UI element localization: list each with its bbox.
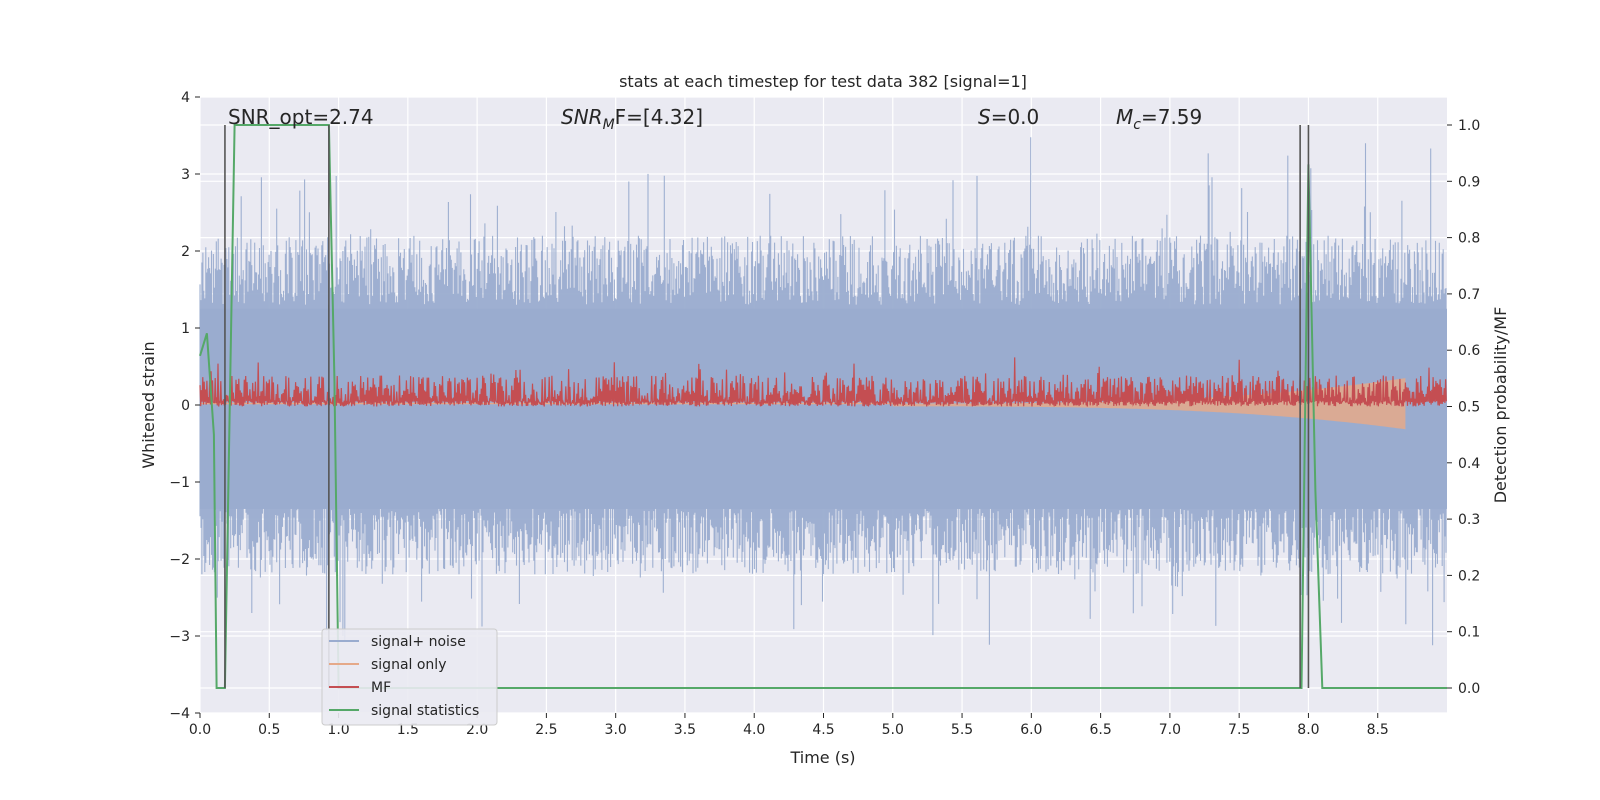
y-tick-label: −3 bbox=[169, 629, 190, 645]
x-tick-label: 0.5 bbox=[258, 722, 280, 738]
chart-title: stats at each timestep for test data 382… bbox=[619, 72, 1027, 91]
legend-box bbox=[321, 628, 498, 726]
y-axis-ticks-right: 1.0 0.9 0.8 0.7 0.6 0.5 0.4 0.3 0.2 0.1 0.0 bbox=[1447, 118, 1480, 697]
x-axis-label: Time (s) bbox=[789, 748, 855, 767]
y-axis-ticks-left: 4 3 2 1 0 −1 −2 −3 −4 bbox=[169, 90, 200, 722]
y-tick-label: −2 bbox=[169, 552, 190, 568]
x-tick-label: 6.0 bbox=[1020, 722, 1042, 738]
x-tick-label: 1.0 bbox=[327, 722, 349, 738]
y-tick-label: −4 bbox=[169, 706, 190, 722]
x-tick-label: 3.5 bbox=[674, 722, 696, 738]
x-tick-label: 7.5 bbox=[1228, 722, 1250, 738]
series-signal-statistics bbox=[199, 124, 1447, 689]
y-right-tick-label: 0.4 bbox=[1458, 456, 1480, 472]
y-right-tick-label: 1.0 bbox=[1458, 118, 1480, 134]
annotation-snr-mf: SNRMF=[4.32] bbox=[561, 105, 703, 133]
x-tick-label: 8.0 bbox=[1297, 722, 1319, 738]
y-tick-label: 3 bbox=[181, 167, 190, 183]
x-tick-label: 0.0 bbox=[189, 722, 211, 738]
x-tick-label: 2.0 bbox=[466, 722, 488, 738]
legend-label-signal-only: signal only bbox=[371, 657, 446, 673]
series-signal-only bbox=[892, 378, 1406, 430]
y-right-tick-label: 0.1 bbox=[1458, 625, 1480, 641]
x-tick-label: 1.5 bbox=[397, 722, 419, 738]
legend: signal+ noise signal only MF signal stat… bbox=[321, 628, 498, 726]
y-tick-label: −1 bbox=[169, 475, 190, 491]
y-right-tick-label: 0.9 bbox=[1458, 174, 1480, 190]
y-right-tick-label: 0.7 bbox=[1458, 287, 1480, 303]
y-right-tick-label: 0.2 bbox=[1458, 568, 1480, 584]
y-right-tick-label: 0.6 bbox=[1458, 343, 1480, 359]
y-axis-label-left: Whitened strain bbox=[139, 341, 158, 468]
x-tick-label: 8.5 bbox=[1367, 722, 1389, 738]
x-tick-label: 4.5 bbox=[812, 722, 834, 738]
y-tick-label: 4 bbox=[181, 90, 190, 106]
annotation-mc: Mc=7.59 bbox=[1116, 105, 1202, 133]
annotation-s: S=0.0 bbox=[978, 105, 1039, 129]
x-tick-label: 5.0 bbox=[882, 722, 904, 738]
y-axis-label-right: Detection probability/MF bbox=[1491, 307, 1510, 504]
x-tick-label: 6.5 bbox=[1089, 722, 1111, 738]
y-right-tick-label: 0.8 bbox=[1458, 231, 1480, 247]
legend-label-mf: MF bbox=[371, 680, 391, 696]
x-tick-label: 5.5 bbox=[951, 722, 973, 738]
x-axis-ticks: 0.0 0.5 1.0 1.5 2.0 2.5 3.0 3.5 4.0 4.5 5.0 5.5 6.0 6… bbox=[189, 713, 1389, 738]
x-tick-label: 3.0 bbox=[605, 722, 627, 738]
annotation-snr-opt: SNR_opt=2.74 bbox=[228, 105, 374, 129]
x-tick-label: 4.0 bbox=[743, 722, 765, 738]
y-right-tick-label: 0.3 bbox=[1458, 512, 1480, 528]
legend-label-statistics: signal statistics bbox=[371, 703, 479, 719]
x-tick-label: 2.5 bbox=[535, 722, 557, 738]
series-mf bbox=[199, 357, 1447, 407]
y-tick-label: 1 bbox=[181, 321, 190, 337]
y-tick-label: 2 bbox=[181, 244, 190, 260]
y-right-tick-label: 0.0 bbox=[1458, 681, 1480, 697]
vertical-lines bbox=[224, 125, 1310, 688]
legend-label-noise: signal+ noise bbox=[371, 634, 466, 650]
y-tick-label: 0 bbox=[181, 398, 190, 414]
y-right-tick-label: 0.5 bbox=[1458, 400, 1480, 416]
series-layer bbox=[199, 124, 1447, 689]
x-tick-label: 7.0 bbox=[1159, 722, 1181, 738]
